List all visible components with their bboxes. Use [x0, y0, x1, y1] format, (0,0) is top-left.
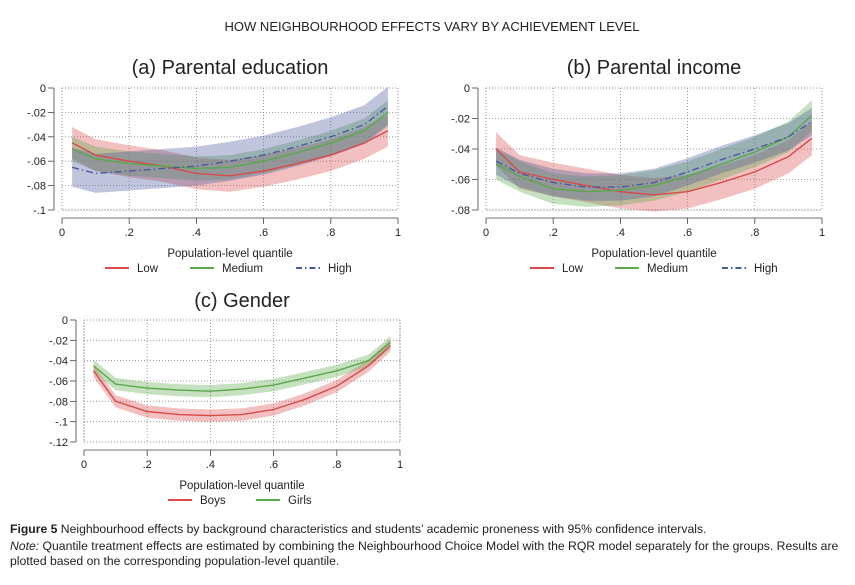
y-tick-label: -.06: [451, 175, 470, 187]
ci-band-low: [496, 121, 812, 212]
y-tick-label: -.04: [27, 132, 46, 144]
ci-band-high: [496, 107, 812, 201]
y-tick-label: -.1: [55, 417, 68, 429]
x-tick-label: 0: [483, 227, 489, 239]
x-tick-label: .4: [192, 227, 201, 239]
series-line-high: [495, 120, 813, 188]
x-tick-label: .2: [125, 227, 134, 239]
x-tick-label: .6: [259, 227, 268, 239]
series-line-low: [495, 137, 813, 196]
figure-caption: Figure 5 Neighbourhood effects by backgr…: [10, 522, 845, 569]
x-tick-label: .8: [332, 459, 341, 471]
panel-title: (c) Gender: [194, 290, 290, 312]
panel-title: (b) Parental income: [567, 57, 742, 79]
x-tick-label: 0: [81, 459, 87, 471]
y-tick-label: -.02: [49, 335, 68, 347]
y-tick-label: -.1: [33, 205, 46, 217]
y-tick-label: 0: [464, 83, 470, 95]
x-tick-label: .8: [326, 227, 335, 239]
x-axis-label: Population-level quantile: [179, 480, 304, 492]
ci-band-low: [72, 114, 388, 192]
x-tick-label: 1: [819, 227, 825, 239]
x-axis-label: Population-level quantile: [167, 248, 292, 260]
ci-band-girls: [93, 336, 391, 398]
x-tick-label: 1: [395, 227, 401, 239]
x-tick-label: 1: [397, 459, 403, 471]
figure-canvas: HOW NEIGHBOURHOOD EFFECTS VARY BY ACHIEV…: [27, 19, 825, 507]
y-tick-label: -.06: [49, 376, 68, 388]
y-tick-label: 0: [40, 83, 46, 95]
y-tick-label: -.06: [27, 156, 46, 168]
series-line-medium: [71, 111, 389, 170]
x-tick-label: 0: [59, 227, 65, 239]
y-tick-label: -.04: [49, 356, 68, 368]
panel-gender: (c) Gender 0 -.02 -.04 -.06 -.08 -.1 -.12 0 .2 .4.…: [49, 290, 403, 507]
note-label: Note:: [10, 539, 40, 553]
x-tick-label: .6: [683, 227, 692, 239]
x-tick-label: .6: [269, 459, 278, 471]
series-line-medium: [495, 114, 813, 193]
x-tick-label: .2: [549, 227, 558, 239]
y-tick-label: -.08: [451, 205, 470, 217]
legend-label-high: High: [754, 263, 778, 275]
x-tick-label: .4: [616, 227, 625, 239]
y-tick-label: -.08: [27, 181, 46, 193]
y-tick-label: -.08: [49, 396, 68, 408]
caption-text: Neighbourhood effects by background char…: [57, 522, 707, 536]
legend-label-girls: Girls: [288, 495, 312, 507]
x-tick-label: .4: [206, 459, 215, 471]
legend-label-low: Low: [562, 263, 584, 275]
legend-label-medium: Medium: [647, 263, 688, 275]
panel-title: (a) Parental education: [132, 57, 329, 79]
y-tick-label: 0: [62, 315, 68, 327]
x-axis-label: Population-level quantile: [591, 248, 716, 260]
series-line-boys: [92, 344, 391, 417]
legend-label-boys: Boys: [200, 495, 226, 507]
legend-label-low: Low: [137, 263, 159, 275]
caption-label: Figure 5: [10, 522, 58, 536]
series-line-low: [71, 130, 389, 177]
y-tick-label: -.12: [49, 437, 68, 449]
y-tick-label: -.02: [27, 107, 46, 119]
y-tick-label: -.04: [451, 144, 470, 156]
panel-parental-education: (a) Parental education 0 -.02 -.04 -.06 -.08 -…: [27, 57, 401, 275]
y-tick-label: -.02: [451, 114, 470, 126]
ci-band-high: [72, 86, 388, 193]
legend-label-medium: Medium: [222, 263, 263, 275]
series-line-girls: [93, 341, 391, 392]
figure-title: HOW NEIGHBOURHOOD EFFECTS VARY BY ACHIEV…: [225, 19, 640, 34]
x-tick-label: .2: [143, 459, 152, 471]
x-tick-label: .8: [750, 227, 759, 239]
ci-band-medium: [496, 100, 812, 207]
note-text: Quantile treatment effects are estimated…: [10, 539, 839, 568]
legend-label-high: High: [328, 263, 352, 275]
series-line-high: [71, 105, 389, 175]
panel-parental-income: (b) Parental income 0 -.02 -.04 -.06 -.08 0 .2.…: [451, 57, 825, 275]
